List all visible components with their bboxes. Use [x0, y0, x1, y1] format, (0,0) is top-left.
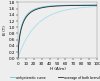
- Y-axis label: B (T): B (T): [3, 25, 7, 35]
- X-axis label: H (A/m): H (A/m): [50, 67, 65, 71]
- Legend: anhysteretic curve, major cycle (f*= 0.5 Hz), average of both branches: anhysteretic curve, major cycle (f*= 0.5…: [10, 76, 100, 81]
